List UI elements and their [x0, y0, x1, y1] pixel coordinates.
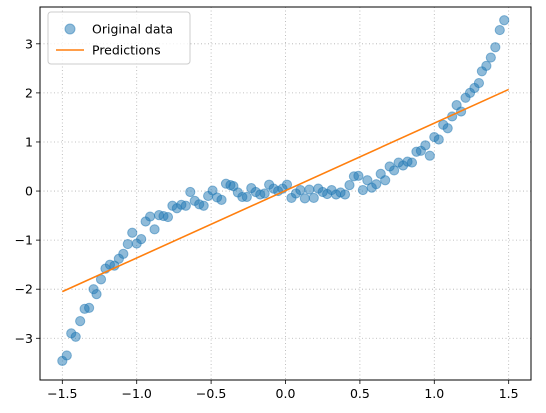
- data-point: [485, 52, 496, 63]
- data-point: [127, 227, 138, 238]
- data-point: [473, 77, 485, 89]
- legend-marker-original-data: [64, 23, 76, 35]
- data-point: [122, 238, 133, 250]
- y-axis-ticks: −3 −2 −1 0 1 2 3: [15, 36, 40, 346]
- data-point: [295, 184, 306, 196]
- y-tick-label: 1: [25, 134, 33, 149]
- data-point: [433, 134, 444, 145]
- data-point: [136, 234, 147, 245]
- scatter-series-original-data: [57, 15, 510, 366]
- data-point: [304, 184, 315, 195]
- data-point: [91, 289, 102, 300]
- y-tick-label: −3: [15, 331, 33, 346]
- data-point: [490, 42, 501, 53]
- x-axis-ticks: −1.5 −1.0 −0.5 0.0 0.5 1.0 1.5: [47, 380, 519, 401]
- x-tick-label: −0.5: [196, 386, 226, 401]
- data-point: [420, 140, 431, 151]
- data-point: [353, 170, 364, 181]
- data-point: [424, 150, 435, 161]
- data-point: [149, 224, 160, 235]
- data-point: [84, 302, 95, 313]
- data-point: [442, 123, 453, 134]
- data-point: [145, 211, 156, 222]
- data-point: [259, 188, 270, 199]
- data-point: [406, 157, 418, 168]
- y-tick-label: −1: [15, 233, 33, 248]
- x-tick-label: 0.5: [350, 386, 370, 401]
- data-point: [357, 184, 368, 196]
- legend: Original data Predictions: [47, 11, 191, 65]
- data-point: [308, 192, 319, 204]
- data-point: [162, 211, 174, 223]
- legend-box: [47, 11, 191, 65]
- data-point: [70, 331, 81, 342]
- data-point: [494, 24, 505, 36]
- data-point: [216, 194, 227, 205]
- legend-label-predictions: Predictions: [92, 43, 161, 58]
- legend-label-original-data: Original data: [92, 22, 173, 37]
- predictions-line: [61, 88, 510, 293]
- x-tick-label: 1.0: [424, 386, 444, 401]
- x-tick-label: −1.0: [122, 386, 152, 401]
- data-point: [362, 175, 373, 186]
- data-point: [339, 189, 351, 200]
- data-point: [75, 316, 86, 327]
- data-point: [389, 165, 400, 176]
- data-point: [481, 60, 492, 71]
- x-tick-label: 1.5: [499, 386, 519, 401]
- data-point: [380, 175, 391, 186]
- data-point: [185, 186, 196, 198]
- x-tick-label: −1.5: [47, 386, 77, 401]
- y-tick-label: −2: [15, 282, 33, 297]
- data-point: [180, 200, 191, 211]
- data-point: [61, 350, 72, 361]
- data-point: [371, 179, 382, 190]
- data-point: [241, 191, 252, 203]
- data-point: [299, 193, 310, 204]
- line-series-predictions: [61, 88, 510, 293]
- y-tick-label: 2: [25, 85, 33, 100]
- x-tick-label: 0.0: [276, 386, 296, 401]
- y-tick-label: 0: [25, 184, 33, 199]
- data-point: [344, 180, 355, 191]
- data-point: [499, 15, 510, 26]
- y-tick-label: 3: [25, 36, 33, 51]
- data-point: [118, 248, 129, 259]
- data-point: [198, 200, 209, 211]
